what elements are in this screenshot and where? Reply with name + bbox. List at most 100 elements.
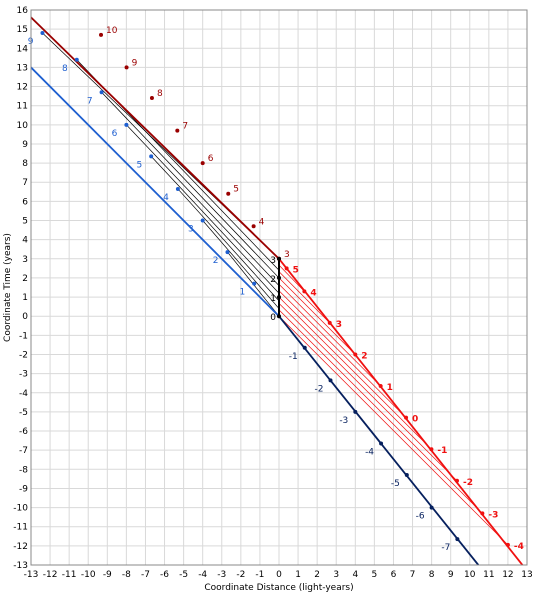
x-tick-label: -13	[24, 570, 39, 580]
y-tick-label: -12	[13, 542, 28, 552]
point-label: -2	[315, 384, 324, 394]
y-tick-label: -7	[19, 446, 28, 456]
y-tick-label: -2	[19, 350, 28, 360]
black-link-line	[177, 188, 280, 302]
x-tick-label: -3	[217, 570, 226, 580]
point-label: 2	[270, 275, 276, 285]
series-point	[277, 314, 281, 319]
black-link-line	[126, 124, 280, 286]
tick-labels: -13 -12 -11 -10 -9 -8 -7 -6 -5 -4 -3 -2 -1 0 1 2 3 4 5 6 7 8 9…	[13, 6, 532, 580]
series-point	[175, 186, 180, 191]
point-label: 8	[62, 64, 68, 74]
series-point	[200, 161, 205, 166]
y-tick-label: 1	[22, 293, 28, 303]
y-tick-label: -8	[19, 465, 28, 475]
series-point	[379, 441, 384, 446]
y-axis-title: Coordinate Time (years)	[3, 233, 13, 342]
x-tick-label: -6	[160, 570, 169, 580]
y-tick-label: 16	[17, 6, 29, 16]
y-tick-label: -11	[13, 523, 28, 533]
series-point	[200, 218, 205, 223]
red-link-line	[278, 303, 458, 482]
red-link-line	[278, 315, 509, 546]
point-label: 3	[336, 320, 342, 330]
point-label: -1	[289, 352, 298, 362]
red-link-line	[278, 290, 407, 418]
grid	[30, 9, 528, 566]
x-tick-label: 7	[410, 570, 416, 580]
x-tick-label: 5	[372, 570, 378, 580]
y-tick-label: -5	[19, 408, 28, 418]
y-tick-label: -4	[19, 389, 28, 399]
x-tick-label: 0	[276, 570, 282, 580]
point-label: 4	[310, 288, 316, 298]
point-label: -6	[416, 512, 425, 522]
point-label: -4	[514, 542, 524, 552]
series-lines	[31, 16, 524, 565]
series-point	[455, 537, 460, 542]
x-tick-label: -2	[236, 570, 245, 580]
point-label: 5	[136, 160, 142, 170]
point-label: 7	[182, 122, 188, 132]
x-axis-title: Coordinate Distance (light-years)	[204, 583, 353, 593]
y-tick-label: 8	[22, 159, 28, 169]
x-tick-label: 6	[391, 570, 397, 580]
point-label: 0	[412, 415, 418, 425]
x-tick-label: -9	[103, 570, 112, 580]
series-point	[124, 122, 129, 127]
x-tick-label: -11	[62, 570, 77, 580]
red-link-line	[278, 264, 305, 292]
plot-frame	[30, 9, 528, 566]
x-tick-label: 13	[521, 570, 532, 580]
point-label: -1	[437, 446, 447, 456]
red-link-line	[278, 309, 483, 514]
x-tick-label: -5	[179, 570, 188, 580]
y-tick-label: 10	[17, 121, 29, 131]
point-label: 4	[163, 193, 169, 203]
point-label: -3	[488, 510, 498, 520]
y-tick-label: -3	[19, 370, 28, 380]
x-tick-label: 9	[448, 570, 454, 580]
point-label: 1	[239, 288, 245, 298]
series-point	[99, 32, 104, 37]
series-point	[429, 447, 434, 452]
series-point	[353, 352, 358, 357]
x-tick-label: -8	[122, 570, 131, 580]
series-point	[454, 478, 459, 483]
x-tick-label: 12	[502, 570, 513, 580]
series-line	[31, 16, 280, 260]
series-point	[378, 384, 383, 389]
point-label: 4	[259, 217, 265, 227]
red-link-line	[278, 277, 356, 355]
y-tick-label: 15	[17, 25, 28, 35]
black-link-line	[202, 220, 280, 309]
y-tick-label: 4	[22, 236, 28, 246]
series-point	[277, 295, 281, 300]
point-label: 1	[387, 383, 393, 393]
y-tick-label: 0	[22, 312, 28, 322]
black-link-line	[101, 92, 280, 279]
point-label: -5	[391, 479, 400, 489]
point-label: 3	[270, 256, 276, 266]
y-tick-label: 7	[22, 178, 28, 188]
series-point	[302, 289, 307, 294]
x-tick-label: 3	[333, 570, 339, 580]
point-label: 5	[233, 185, 239, 195]
point-label: 3	[188, 225, 194, 235]
point-label: -3	[339, 416, 348, 426]
series-point	[277, 275, 281, 280]
series-point	[404, 415, 409, 420]
series-point	[328, 378, 333, 383]
series-point	[429, 505, 434, 510]
series-point	[404, 473, 409, 478]
y-tick-label: 9	[22, 140, 28, 150]
series-point	[251, 224, 256, 229]
series-point	[284, 266, 289, 271]
series-point	[353, 409, 358, 414]
series-point	[302, 345, 307, 350]
y-tick-label: -9	[19, 484, 28, 494]
x-tick-label: -10	[81, 570, 96, 580]
point-label: -2	[463, 478, 473, 488]
